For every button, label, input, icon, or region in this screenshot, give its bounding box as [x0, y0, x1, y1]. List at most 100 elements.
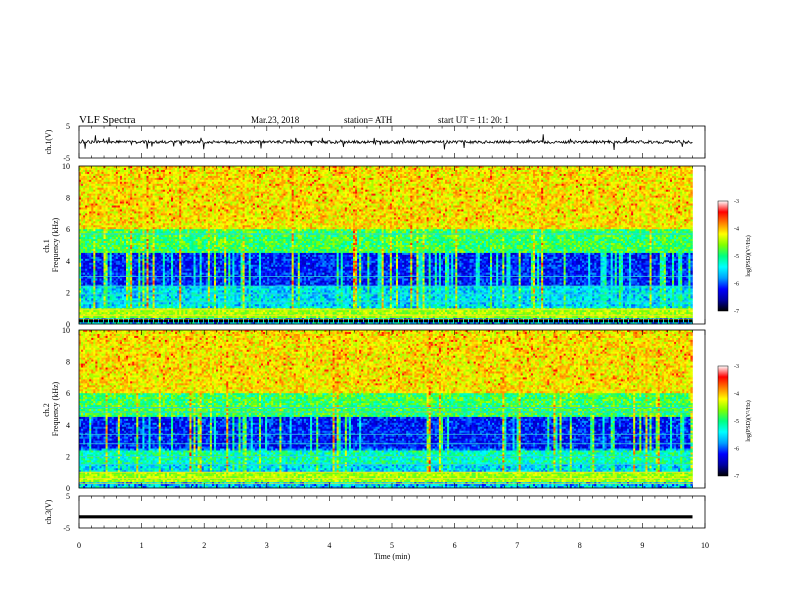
spectrogram-cell: [85, 231, 87, 233]
spectrogram-cell: [83, 174, 85, 176]
spectrogram-cell: [108, 221, 110, 223]
spectrogram-cell: [116, 229, 118, 231]
spectrogram-cell: [89, 219, 91, 221]
spectrogram-cell: [157, 253, 159, 255]
spectrogram-cell: [91, 182, 93, 184]
spectrogram-cell: [144, 168, 146, 170]
spectrogram-cell: [110, 221, 112, 223]
spectrogram-cell: [116, 180, 118, 182]
spectrogram-cell: [104, 180, 106, 182]
spectrogram-cell: [116, 206, 118, 208]
spectrogram-cell: [138, 279, 140, 281]
spectrogram-cell: [134, 170, 136, 172]
spectrogram-cell: [120, 263, 122, 265]
spectrogram-cell: [134, 200, 136, 202]
spectrogram-cell: [134, 213, 136, 215]
spectrogram-cell: [157, 267, 159, 269]
spectrogram-cell: [95, 170, 97, 172]
spectrogram-cell: [110, 215, 112, 217]
spectrogram-cell: [159, 190, 161, 192]
spectrogram-cell: [81, 281, 83, 283]
spectrogram-cell: [118, 286, 120, 288]
spectrogram-cell: [83, 263, 85, 265]
spectrogram-cell: [108, 255, 110, 257]
spectrogram-cell: [106, 190, 108, 192]
spectrogram-cell: [132, 241, 134, 243]
spectrogram-cell: [91, 176, 93, 178]
spectrogram-cell: [126, 207, 128, 209]
spectrogram-cell: [124, 294, 126, 296]
spectrogram-cell: [151, 263, 153, 265]
spectrogram-cell: [101, 213, 103, 215]
spectrogram-cell: [101, 170, 103, 172]
spectrogram-cell: [130, 310, 132, 312]
spectrogram-cell: [89, 245, 91, 247]
spectrogram-cell: [114, 306, 116, 308]
spectrogram-cell: [130, 231, 132, 233]
spectrogram-cell: [136, 184, 138, 186]
spectrogram-cell: [140, 296, 142, 298]
spectrogram-cell: [128, 182, 130, 184]
spectrogram-cell: [104, 271, 106, 273]
spectrogram-cell: [108, 223, 110, 225]
spectrogram-cell: [142, 174, 144, 176]
spectrogram-cell: [112, 211, 114, 213]
spectrogram-cell: [81, 296, 83, 298]
spectrogram-cell: [101, 261, 103, 263]
spectrogram-cell: [157, 198, 159, 200]
spectrogram-cell: [104, 251, 106, 253]
spectrogram-cell: [146, 198, 148, 200]
spectrogram-cell: [87, 243, 89, 245]
spectrogram-cell: [132, 186, 134, 188]
spectrogram-cell: [93, 251, 95, 253]
spectrogram-cell: [118, 206, 120, 208]
spectrogram-cell: [153, 190, 155, 192]
spectrogram-cell: [142, 198, 144, 200]
spectrogram-cell: [120, 178, 122, 180]
spectrogram-cell: [132, 206, 134, 208]
spectrogram-cell: [130, 188, 132, 190]
spectrogram-cell: [134, 294, 136, 296]
spectrogram-cell: [118, 251, 120, 253]
spectrogram-cell: [128, 223, 130, 225]
spectrogram-cell: [124, 213, 126, 215]
spectrogram-cell: [132, 286, 134, 288]
spectrogram-cell: [151, 310, 153, 312]
spectrogram-cell: [91, 184, 93, 186]
spectrogram-cell: [93, 204, 95, 206]
spectrogram-cell: [104, 279, 106, 281]
spectrogram-cell: [130, 294, 132, 296]
spectrogram-cell: [124, 202, 126, 204]
spectrogram-cell: [122, 174, 124, 176]
spectrogram-cell: [134, 223, 136, 225]
spectrogram-cell: [99, 219, 101, 221]
spectrogram-cell: [153, 186, 155, 188]
spectrogram-cell: [95, 273, 97, 275]
spectrogram-cell: [118, 223, 120, 225]
spectrogram-cell: [112, 198, 114, 200]
spectrogram-cell: [106, 247, 108, 249]
spectrogram-cell: [126, 259, 128, 261]
spectrogram-cell: [146, 170, 148, 172]
spectrogram-cell: [151, 186, 153, 188]
spectrogram-cell: [85, 196, 87, 198]
spectrogram-cell: [155, 207, 157, 209]
spectrogram-cell: [134, 243, 136, 245]
spectrogram-cell: [87, 304, 89, 306]
spectrogram-cell: [108, 213, 110, 215]
spectrogram-cell: [91, 196, 93, 198]
spectrogram-cell: [85, 190, 87, 192]
spectrogram-cell: [144, 283, 146, 285]
spectrogram-cell: [159, 182, 161, 184]
spectrogram-cell: [108, 239, 110, 241]
spectrogram-cell: [97, 281, 99, 283]
spectrogram-cell: [106, 194, 108, 196]
spectrogram-cell: [155, 188, 157, 190]
spectrogram-cell: [122, 188, 124, 190]
spectrogram-cell: [104, 182, 106, 184]
spectrogram-cell: [97, 192, 99, 194]
station-label: station= ATH: [344, 115, 393, 125]
spectrogram-cell: [110, 207, 112, 209]
spectrogram-cell: [146, 206, 148, 208]
spectrogram-cell: [124, 184, 126, 186]
